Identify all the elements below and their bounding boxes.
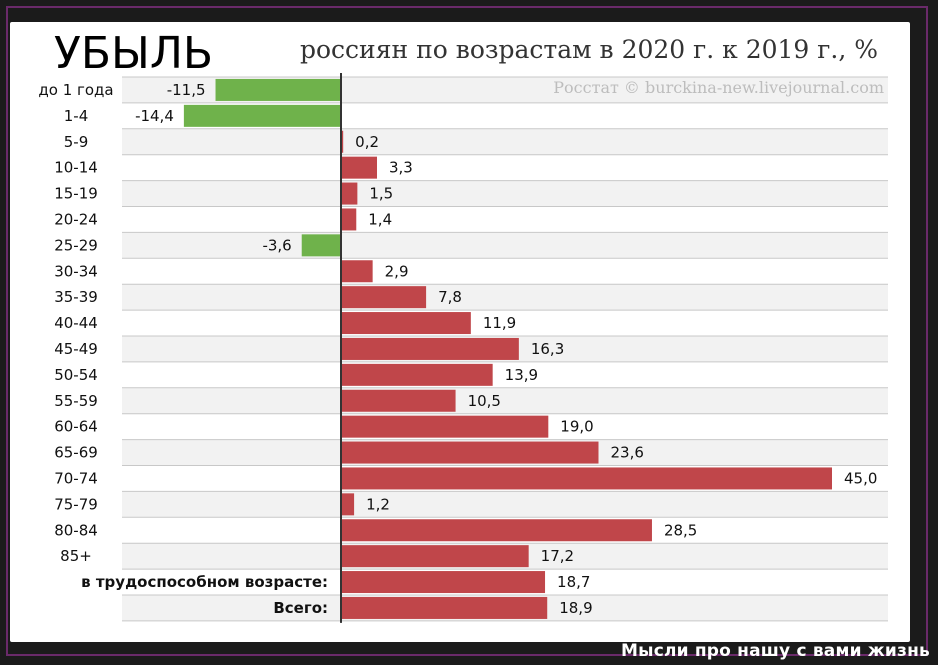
category-label: 5-9 [64,133,89,151]
row-band [122,387,888,414]
row-band [122,491,888,518]
data-label: -3,6 [262,236,291,254]
category-label: 20-24 [54,210,98,228]
bar [341,441,599,464]
category-label: 1-4 [64,107,89,125]
category-label: 80-84 [54,521,98,539]
data-label: 7,8 [438,288,462,306]
category-label: 60-64 [54,418,98,436]
bar [183,104,341,127]
value-labels: -11,5 -14,4 0,2 3,3 1,5 1,4 -3,6 2,9 7,8 11,9 16,3… [135,81,877,617]
data-label: 18,9 [559,599,592,617]
category-labels: до 1 года 1-4 5-9 10-14 15-19 20-24 25-29 30-34… [38,81,328,617]
bar [341,415,549,438]
category-label: в трудоспособном возрасте: [81,573,328,591]
bar [341,545,529,568]
chart-card: до 1 года 1-4 5-9 10-14 15-19 20-24 25-29 30-34… [10,22,910,642]
gridlines [122,76,888,622]
bar [341,519,652,542]
row-band [122,180,888,207]
data-label: 2,9 [385,262,409,280]
data-label: 19,0 [560,418,593,436]
bar [341,493,355,516]
row-band [122,284,888,311]
bar [341,182,358,205]
data-label: 18,7 [557,573,590,591]
data-label: 3,3 [389,159,413,177]
category-label: 15-19 [54,185,98,203]
category-label: 85+ [60,547,92,565]
category-label: 65-69 [54,444,98,462]
channel-caption: Мысли про нашу с вами жизнь [621,641,930,661]
category-label: 40-44 [54,314,98,332]
data-label: 1,4 [368,210,392,228]
data-label: 10,5 [468,392,501,410]
bar-chart: до 1 года 1-4 5-9 10-14 15-19 20-24 25-29 30-34… [38,28,888,623]
bar [215,78,341,101]
row-band [122,128,888,155]
data-label: 16,3 [531,340,564,358]
category-label: Всего: [273,599,328,617]
bar [341,596,548,619]
category-label: 55-59 [54,392,98,410]
category-label: 10-14 [54,159,98,177]
bar [341,363,493,386]
data-label: 28,5 [664,521,697,539]
data-label: 13,9 [505,366,538,384]
row-band [122,232,888,259]
bar [341,260,373,283]
bar [341,286,427,309]
bar [341,389,456,412]
data-label: 17,2 [541,547,574,565]
data-label: -14,4 [135,107,174,125]
data-label: 0,2 [355,133,379,151]
bar [341,571,546,594]
data-label: 45,0 [844,469,877,487]
outer-frame [6,6,928,656]
category-label: 50-54 [54,366,98,384]
data-label: 23,6 [611,444,644,462]
bar [341,337,519,360]
bar [341,156,378,179]
category-label: 45-49 [54,340,98,358]
bars [183,78,832,619]
category-label: 75-79 [54,495,98,513]
data-label: -11,5 [167,81,206,99]
data-label: 1,5 [369,185,393,203]
bar [341,130,344,153]
bar [301,234,341,257]
bar [341,312,471,335]
bar [341,208,357,231]
category-label: 70-74 [54,469,98,487]
chart-title: россиян по возрастам в 2020 г. к 2019 г.… [300,35,878,64]
source-note: Росстат © burckina-new.livejournal.com [553,78,884,97]
category-label: 25-29 [54,236,98,254]
data-label: 11,9 [483,314,516,332]
handwritten-title: УБЫЛЬ [54,28,213,79]
data-label: 1,2 [366,495,390,513]
category-label: 30-34 [54,262,98,280]
category-label: до 1 года [38,81,113,99]
category-label: 35-39 [54,288,98,306]
bar [341,467,832,490]
